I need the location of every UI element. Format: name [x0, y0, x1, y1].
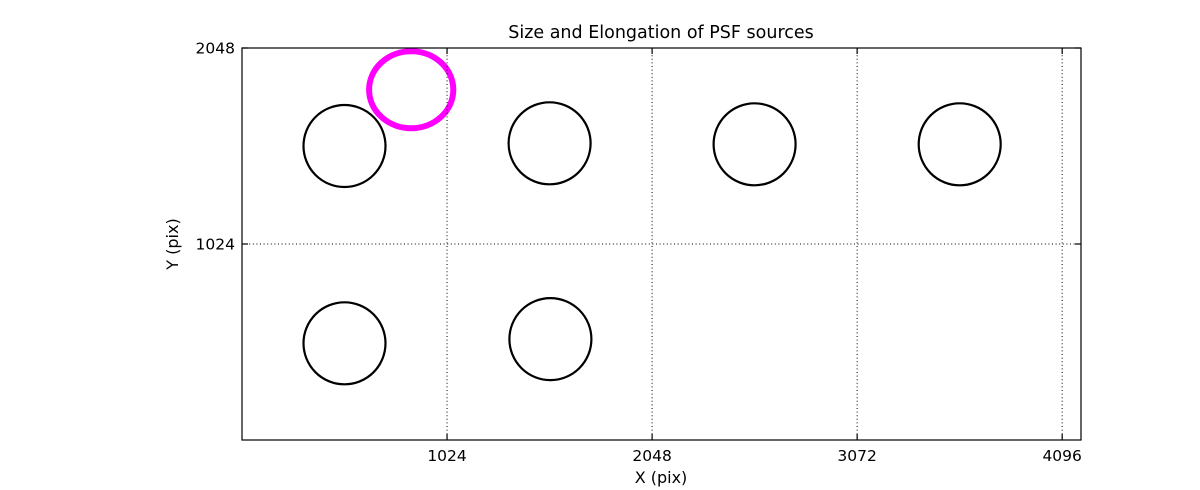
x-tick-label: 3072 [837, 447, 876, 465]
sources-layer [302, 48, 1002, 386]
x-axis-label: X (pix) [635, 468, 688, 487]
psf-source-ellipse [917, 102, 1002, 187]
grid-layer [242, 47, 1081, 440]
highlighted-source-ellipse [366, 48, 457, 132]
plot-border [241, 47, 1082, 441]
chart-title: Size and Elongation of PSF sources [508, 23, 814, 43]
x-tick-label: 1024 [427, 447, 466, 465]
y-tick-label: 2048 [196, 40, 235, 58]
y-tick-label: 1024 [196, 236, 235, 254]
x-tick-label: 4096 [1042, 447, 1081, 465]
psf-source-ellipse [507, 101, 592, 186]
psf-source-ellipse [508, 297, 593, 382]
psf-source-ellipse [302, 301, 387, 386]
tick-labels-layer: 1024 2048 3072 4096 1024 2048 [196, 40, 1082, 466]
psf-source-ellipse [302, 103, 387, 189]
y-axis-label: Y (pix) [163, 218, 182, 270]
psf-source-ellipse [712, 102, 797, 187]
x-tick-label: 2048 [632, 447, 671, 465]
